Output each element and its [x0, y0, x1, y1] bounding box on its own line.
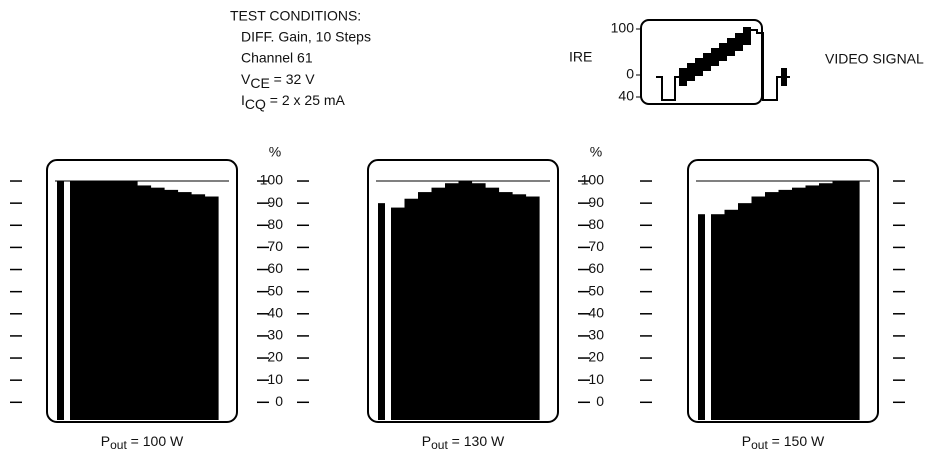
ire-tick: 100 — [611, 20, 635, 36]
y-tick-label: 10 — [267, 371, 283, 387]
bar — [432, 188, 446, 420]
bar — [846, 181, 860, 420]
bar — [97, 181, 111, 420]
title-part: out — [110, 438, 127, 452]
y-tick-label: 70 — [267, 238, 283, 254]
y-tick-label: 30 — [267, 327, 283, 343]
bar — [725, 210, 739, 420]
chart-title: Pout = 100 W — [101, 433, 184, 452]
chart-title: Pout = 130 W — [422, 433, 505, 452]
bar — [192, 194, 206, 420]
bar — [526, 197, 540, 420]
bar — [513, 194, 527, 420]
bar — [165, 190, 179, 420]
y-tick-label: 10 — [588, 371, 604, 387]
y-tick-label: 100 — [581, 172, 605, 188]
bar — [806, 185, 820, 420]
video-signal: IRE 100 0 40 VIDEO SIGNAL — [569, 20, 924, 104]
bar — [70, 181, 84, 420]
bar — [459, 181, 473, 420]
title-part: = 100 W — [127, 433, 184, 449]
bar — [124, 181, 138, 420]
y-tick-label: 0 — [596, 393, 604, 409]
title-part: out — [751, 438, 768, 452]
conditions-heading: TEST CONDITIONS: — [230, 8, 361, 24]
bar — [698, 214, 705, 420]
figure: TEST CONDITIONS: DIFF. Gain, 10 Steps Ch… — [0, 0, 926, 463]
bar — [752, 197, 766, 420]
bar — [111, 181, 125, 420]
title-part: out — [431, 438, 448, 452]
y-tick-label: 80 — [588, 216, 604, 232]
bar — [819, 183, 833, 420]
bar — [151, 188, 165, 420]
chart-title: Pout = 150 W — [742, 433, 825, 452]
title-part: = 150 W — [768, 433, 825, 449]
y-tick-label: 50 — [588, 282, 604, 298]
y-tick-label: 50 — [267, 282, 283, 298]
bar — [84, 181, 98, 420]
condition-icq: ICQ = 2 x 25 mA — [241, 92, 346, 112]
y-tick-label: 60 — [267, 260, 283, 276]
bar — [486, 188, 500, 420]
y-axis-unit: % — [590, 144, 602, 160]
title-part: = 130 W — [448, 433, 505, 449]
title-part: P — [742, 433, 751, 449]
waveform — [656, 30, 790, 100]
y-tick-label: 70 — [588, 238, 604, 254]
bar — [499, 192, 513, 420]
bar — [711, 214, 725, 420]
bar — [178, 192, 192, 420]
bar — [57, 181, 64, 420]
bar — [833, 181, 847, 420]
y-tick-label: 100 — [260, 172, 284, 188]
ire-tick: 0 — [626, 66, 634, 82]
y-tick-label: 90 — [588, 194, 604, 210]
bar — [405, 199, 419, 420]
bar — [792, 188, 806, 420]
bar — [391, 208, 405, 420]
y-tick-label: 80 — [267, 216, 283, 232]
y-axis-unit: % — [269, 144, 281, 160]
condition-line: DIFF. Gain, 10 Steps — [241, 29, 371, 45]
bar — [765, 192, 779, 420]
title-part: P — [422, 433, 431, 449]
video-title: VIDEO SIGNAL — [825, 51, 924, 67]
bar — [472, 183, 486, 420]
bar — [418, 192, 432, 420]
y-tick-label: 20 — [267, 349, 283, 365]
y-tick-label: 40 — [267, 304, 283, 320]
y-tick-label: 20 — [588, 349, 604, 365]
ire-label: IRE — [569, 49, 592, 65]
y-tick-label: 40 — [588, 304, 604, 320]
y-tick-label: 90 — [267, 194, 283, 210]
bar — [378, 203, 385, 420]
y-tick-label: 0 — [275, 393, 283, 409]
bar — [205, 197, 219, 420]
y-tick-label: 30 — [588, 327, 604, 343]
condition-line: Channel 61 — [241, 50, 313, 66]
ire-tick: 40 — [618, 88, 634, 104]
bar — [138, 185, 152, 420]
y-tick-label: 60 — [588, 260, 604, 276]
title-part: P — [101, 433, 110, 449]
condition-vce: VCE = 32 V — [241, 71, 315, 91]
staircase — [679, 27, 787, 86]
bar — [445, 183, 459, 420]
bar — [738, 203, 752, 420]
bar — [779, 190, 793, 420]
